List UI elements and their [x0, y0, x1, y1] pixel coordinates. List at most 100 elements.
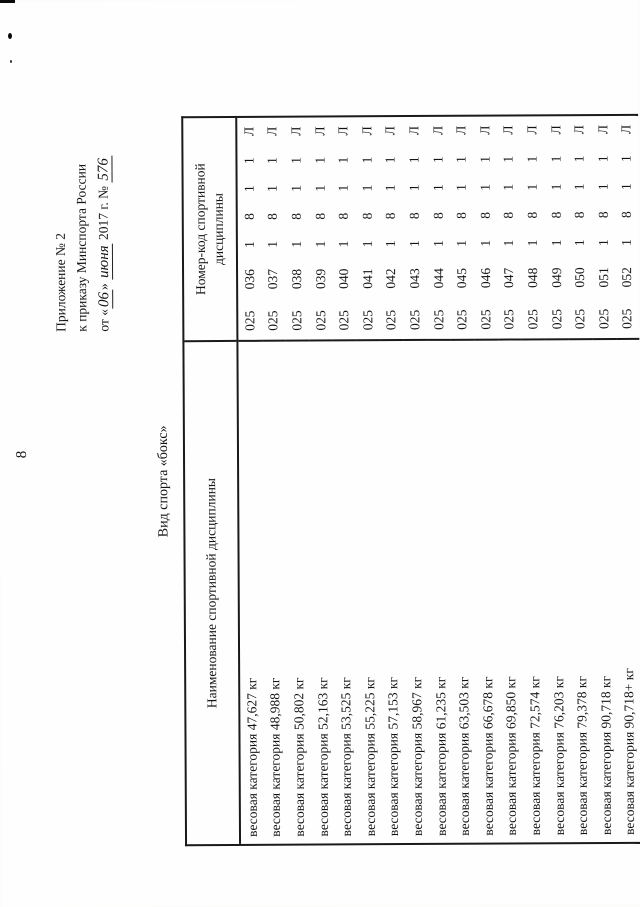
code-segment: 8 — [619, 210, 635, 218]
code-segment: 1 — [312, 184, 328, 192]
discipline-name: весовая категория 53,525 кг — [332, 338, 360, 843]
code-segment: 042 — [383, 267, 399, 289]
discipline-code: 025 042 1 8 1 1 Л — [379, 117, 404, 339]
discipline-name: весовая категория 58,967 кг — [403, 338, 430, 843]
code-segment: 052 — [619, 266, 635, 287]
code-segment: 025 — [477, 308, 494, 330]
code-segment: 025 — [407, 309, 423, 330]
code-segment: 025 — [312, 309, 328, 331]
discipline-code: 025 037 1 8 1 1 Л — [261, 117, 286, 339]
code-segment: 040 — [336, 268, 352, 289]
code-segment: 8 — [335, 212, 351, 220]
code-segment: Л — [453, 125, 469, 135]
code-segment: 1 — [241, 240, 257, 248]
discipline-code: 025 044 1 8 1 1 Л — [426, 116, 451, 338]
code-segment: 1 — [501, 239, 517, 247]
code-segment: Л — [594, 124, 611, 134]
appendix-title: Приложение № 2 — [52, 232, 69, 332]
code-segment: 1 — [312, 240, 328, 248]
discipline-name: весовая категория 57,153 кг — [379, 338, 407, 843]
code-segment: 1 — [429, 155, 446, 163]
code-segment: 025 — [360, 309, 376, 330]
column-header-discipline-name: Наименование спортивной дисциплины — [184, 339, 240, 844]
scan-artifact — [8, 33, 12, 39]
code-segment: 8 — [406, 211, 422, 219]
code-segment: 8 — [241, 212, 257, 220]
date-close-quote: » — [95, 282, 111, 290]
code-segment: 8 — [501, 211, 517, 219]
handwritten-day: 06 — [95, 289, 114, 309]
discipline-code: 025 048 1 8 1 1 Л — [520, 116, 545, 338]
appendix-block: Приложение № 2 к приказу Минспорта Росси… — [50, 86, 116, 331]
code-segment: Л — [359, 125, 375, 135]
code-segment: 1 — [524, 155, 540, 163]
code-segment: 025 — [430, 309, 446, 330]
code-segment: 1 — [548, 183, 564, 190]
code-segment: Л — [406, 125, 422, 135]
discipline-code: 025 049 1 8 1 1 Л — [544, 116, 569, 338]
code-segment: 1 — [453, 155, 469, 163]
code-segment: 8 — [548, 211, 564, 218]
code-segment: 1 — [595, 238, 611, 246]
code-segment: 039 — [312, 268, 328, 289]
code-segment: 025 — [454, 308, 470, 330]
code-segment: 1 — [359, 240, 375, 247]
code-segment: 1 — [382, 155, 398, 163]
discipline-code: 025 043 1 8 1 1 Л — [402, 116, 427, 338]
code-segment: 025 — [265, 309, 281, 331]
code-segment: 037 — [265, 268, 281, 289]
code-segment: 1 — [571, 155, 587, 162]
column-header-discipline-code: Номер-код спортивной дисциплины — [192, 162, 227, 295]
discipline-name: весовая категория 66,678 кг — [474, 338, 501, 843]
code-segment: 1 — [430, 183, 446, 191]
discipline-code: 025 050 1 8 1 1 Л — [568, 116, 593, 338]
scan-artifact — [0, 0, 15, 3]
code-segment: Л — [571, 124, 587, 134]
date-prefix: от « — [96, 308, 112, 332]
page-number: 8 — [13, 450, 31, 458]
discipline-name: весовая категория 79,378 кг — [568, 337, 595, 842]
code-segment: 8 — [595, 210, 611, 218]
handwritten-month: июня — [95, 242, 113, 280]
code-segment: 1 — [406, 155, 422, 163]
code-segment: Л — [500, 125, 516, 135]
discipline-name: весовая категория 52,163 кг — [309, 338, 336, 844]
code-segment: 8 — [288, 212, 304, 220]
code-segment: 1 — [359, 184, 375, 191]
code-segment: 1 — [288, 156, 304, 164]
code-segment: 1 — [406, 183, 422, 191]
code-segment: 1 — [524, 239, 540, 246]
discipline-name: весовая категория 90,718+ кг — [615, 337, 640, 842]
code-segment: 8 — [265, 212, 281, 220]
code-segment: 1 — [288, 184, 304, 192]
discipline-code: 025 041 1 8 1 1 Л — [355, 117, 380, 339]
code-segment: 1 — [618, 154, 634, 162]
code-segment: Л — [524, 124, 540, 135]
code-segment: 044 — [430, 267, 446, 288]
code-segment: 1 — [453, 183, 469, 191]
code-segment: Л — [335, 125, 351, 136]
code-segment: 049 — [548, 267, 564, 288]
code-segment: 1 — [500, 155, 516, 163]
discipline-code: 025 046 1 8 1 1 Л — [473, 116, 498, 338]
code-segment: 1 — [618, 182, 634, 190]
code-segment: 1 — [571, 182, 587, 190]
code-segment: 051 — [595, 266, 611, 288]
code-segment: 1 — [382, 183, 398, 191]
code-segment: 1 — [383, 239, 399, 247]
code-segment: 1 — [336, 240, 352, 247]
code-segment: 025 — [383, 309, 399, 330]
code-segment: 025 — [572, 308, 588, 329]
code-segment: 1 — [524, 183, 540, 191]
code-segment: 1 — [335, 156, 351, 164]
discipline-name: весовая категория 76,203 кг — [545, 337, 572, 842]
discipline-code: 025 040 1 8 1 1 Л — [332, 117, 357, 339]
code-segment: 8 — [359, 212, 375, 219]
discipline-code: 025 036 1 8 1 1 Л — [237, 117, 262, 339]
code-segment: 1 — [406, 239, 422, 247]
discipline-name: весовая категория 90,718 кг — [592, 337, 619, 842]
discipline-code: 025 051 1 8 1 1 Л — [591, 115, 616, 337]
scan-artifact — [10, 60, 12, 63]
